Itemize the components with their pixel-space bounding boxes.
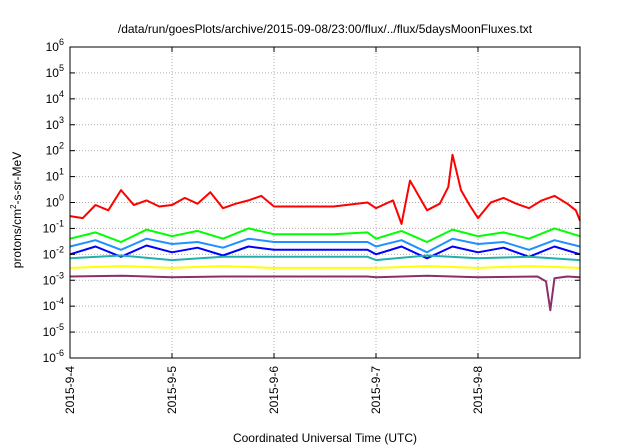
series-line-6 — [69, 274, 581, 312]
series-line-3 — [69, 244, 581, 260]
y-tick-label: 105 — [46, 63, 64, 80]
series-line-1 — [69, 227, 581, 243]
y-axis-label-sup: 2 — [9, 204, 18, 209]
x-tick-label: 2015-9-8 — [471, 366, 485, 414]
chart-title: /data/run/goesPlots/archive/2015-09-08/2… — [118, 22, 533, 36]
y-axis: 10-6 10-5 10-4 10-3 10-2 10-1 100 101 102 103 104 1… — [43, 37, 580, 365]
y-tick-label: 101 — [46, 167, 64, 184]
y-tick-label: 102 — [46, 141, 64, 158]
x-axis: 2015-9-4 2015-9-5 2015-9-6 2015-9-7 2015-9-8 — [63, 47, 485, 414]
x-axis-label: Coordinated Universal Time (UTC) — [233, 431, 417, 445]
series-layer — [69, 153, 581, 312]
y-tick-label: 10-2 — [43, 244, 64, 261]
x-tick-label: 2015-9-4 — [63, 366, 77, 414]
y-tick-label: 104 — [46, 89, 64, 106]
series-line-4 — [69, 254, 581, 262]
series-line-0 — [69, 153, 581, 225]
y-tick-label: 100 — [46, 193, 64, 210]
series-line-5 — [69, 265, 581, 269]
y-tick-label: 103 — [46, 115, 64, 132]
y-tick-label: 106 — [46, 37, 64, 54]
y-axis-label-base: protons/cm — [10, 209, 24, 268]
series-line-2 — [69, 237, 581, 254]
x-tick-label: 2015-9-6 — [267, 366, 281, 414]
y-tick-label: 10-5 — [43, 322, 64, 339]
y-axis-label: protons/cm2-s-sr-MeV — [9, 152, 24, 268]
x-tick-label: 2015-9-5 — [165, 366, 179, 414]
y-axis-label-rest: -s-sr-MeV — [10, 152, 24, 205]
y-tick-label: 10-4 — [43, 296, 64, 313]
grid — [70, 47, 580, 358]
y-tick-label: 10-3 — [43, 270, 64, 287]
x-tick-label: 2015-9-7 — [369, 366, 383, 414]
y-tick-label: 10-1 — [43, 218, 64, 235]
y-tick-label: 10-6 — [43, 348, 64, 365]
